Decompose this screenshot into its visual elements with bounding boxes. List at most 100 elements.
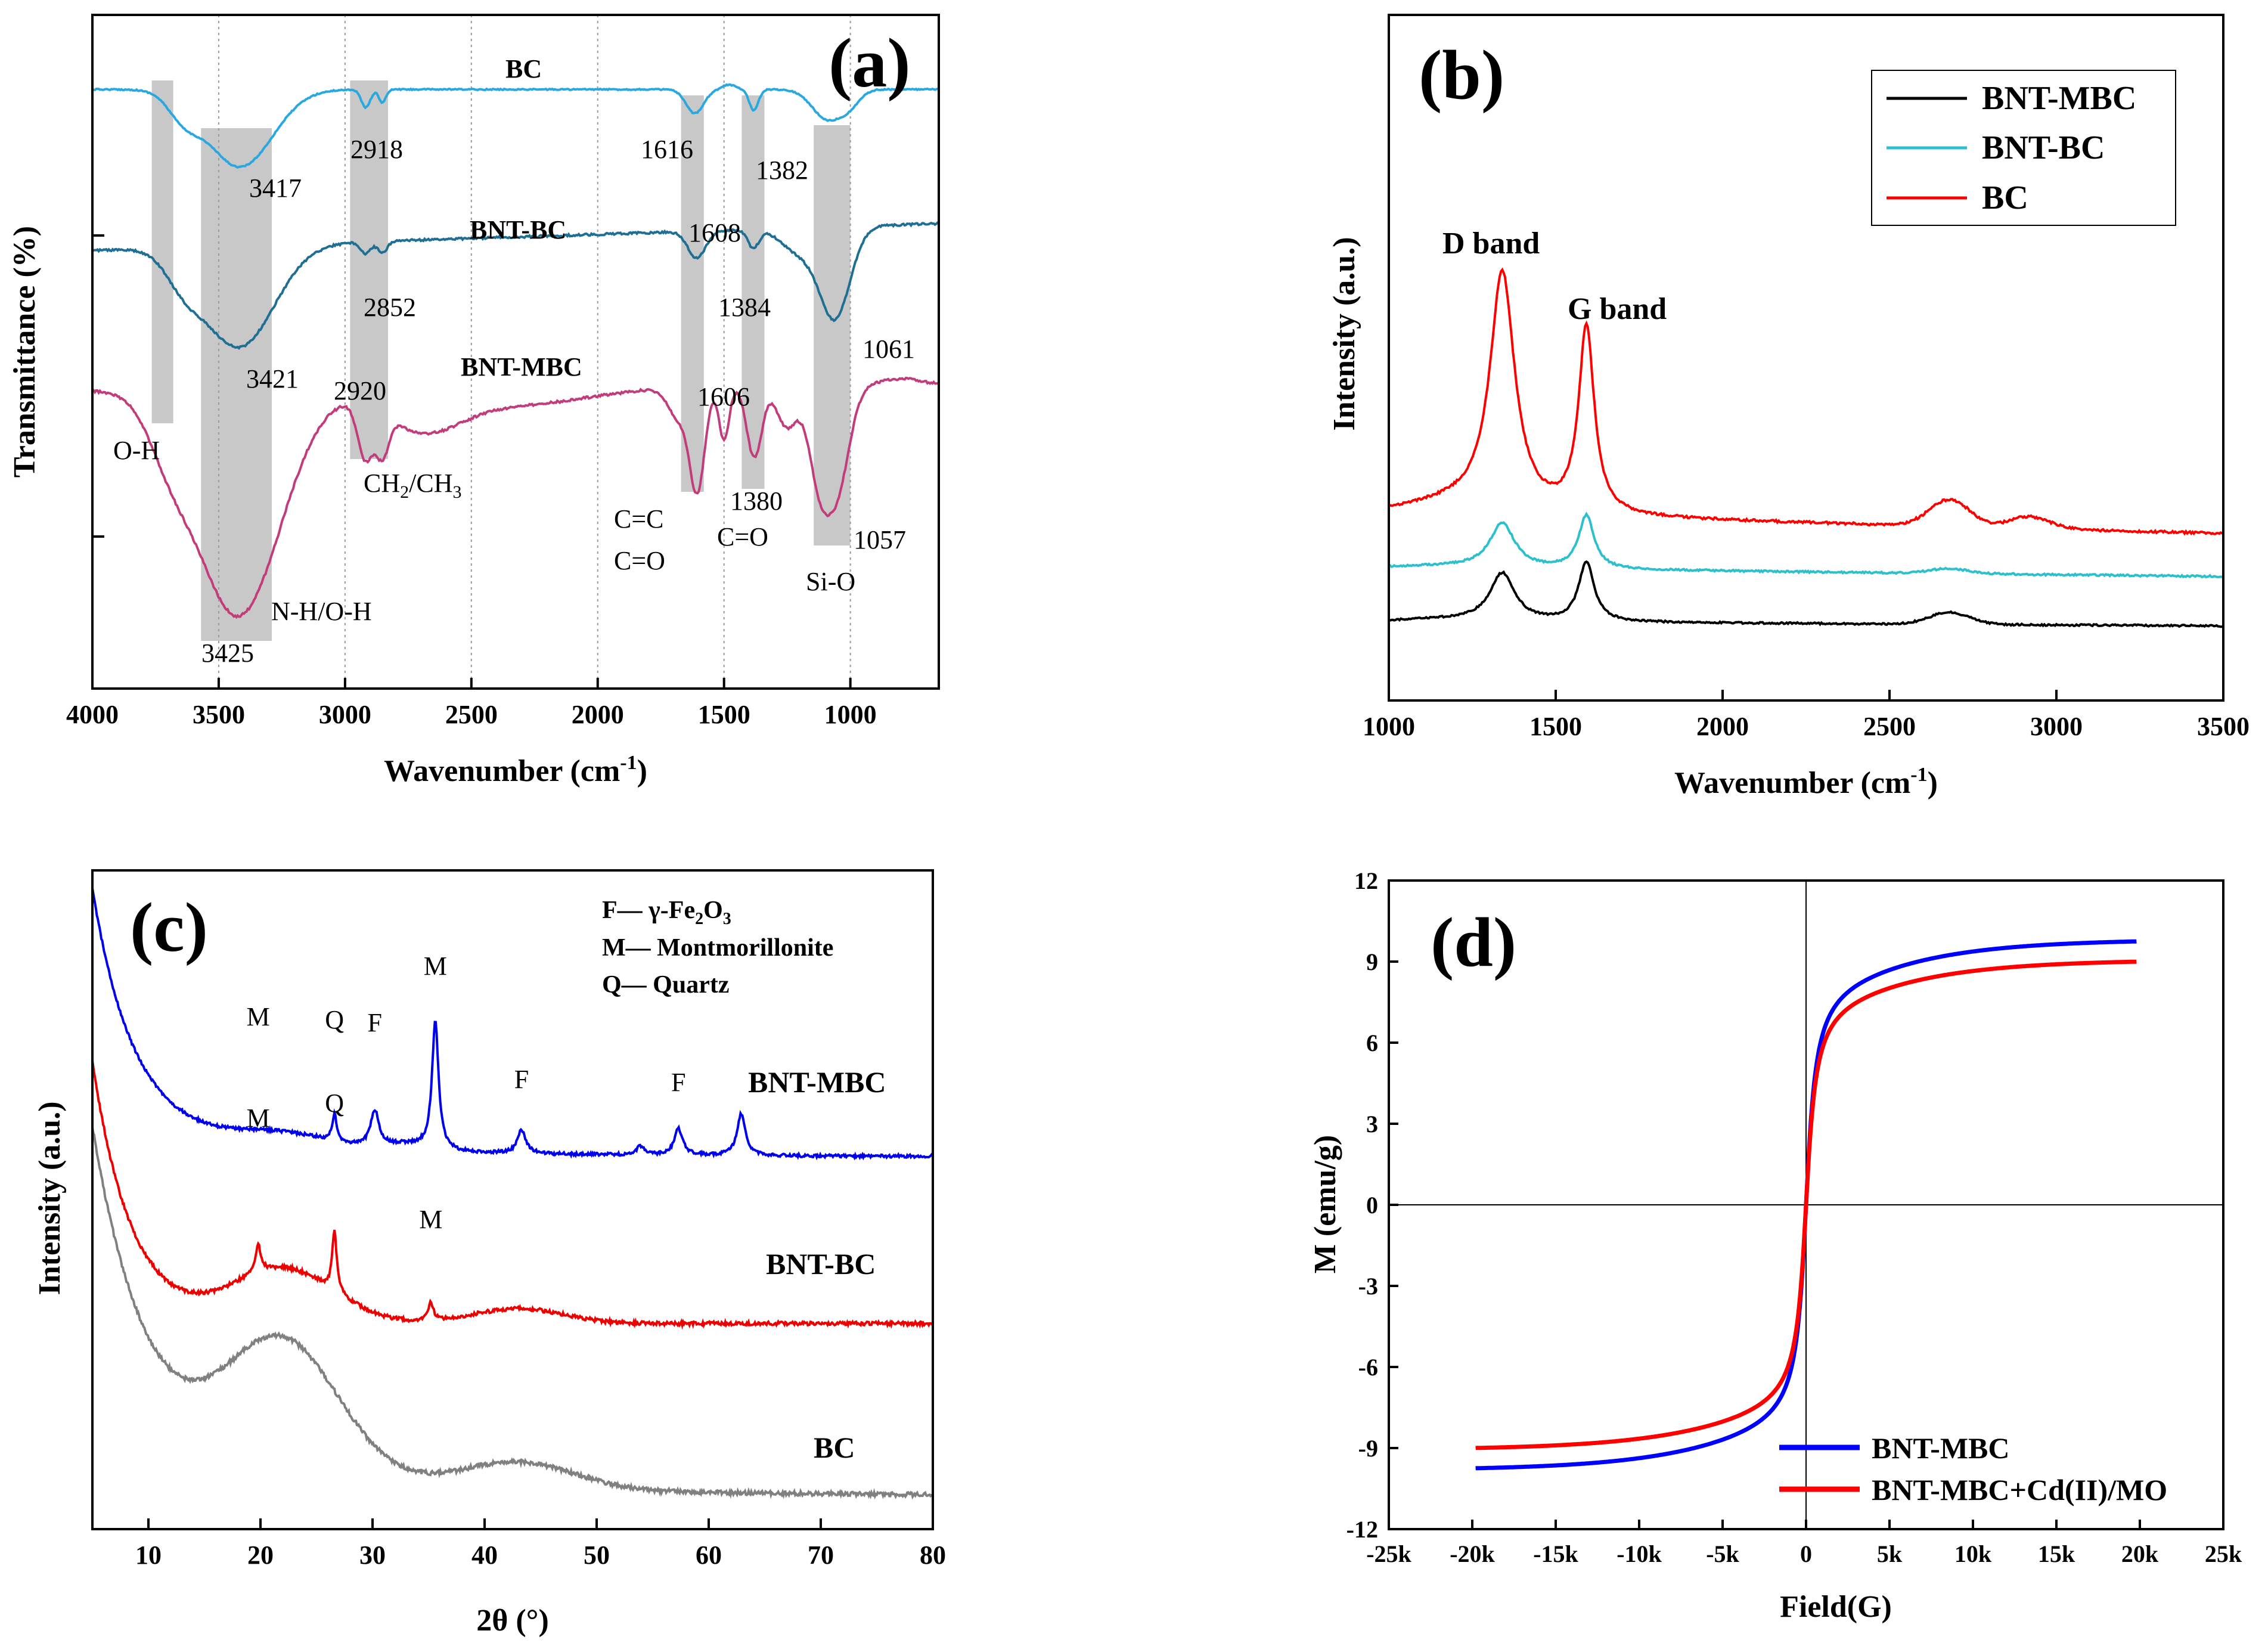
a-series-lines	[91, 83, 939, 619]
c-x-tick-label: 20	[247, 1540, 274, 1570]
c-peak-label: F	[671, 1068, 685, 1097]
a-series-line-bc	[91, 83, 939, 169]
b-legend-label-bc: BC	[1982, 179, 2028, 216]
a-annotation-oh: O-H	[113, 436, 160, 465]
a-annotation-nhoh: N-H/O-H	[271, 597, 372, 626]
c-series-line-bc	[91, 1127, 933, 1500]
c-series-label-bnt-bc: BNT-BC	[766, 1247, 876, 1281]
a-series-label-bnt-mbc: BNT-MBC	[461, 352, 582, 382]
a-band-6	[814, 125, 851, 545]
c-peak-label: F	[514, 1065, 529, 1094]
d-y-axis-label: M (emu/g)	[1308, 1135, 1342, 1273]
c-series-line-bnt-bc	[91, 1060, 933, 1330]
a-x-tick-label: 1000	[824, 700, 877, 729]
d-panel-label: (d)	[1431, 903, 1516, 981]
d-legend: BNT-MBC BNT-MBC+Cd(II)/MO	[1779, 1431, 2167, 1506]
a-band-3	[350, 80, 388, 459]
a-peak-label: 3421	[246, 364, 299, 393]
d-y-tick-label: -9	[1358, 1435, 1378, 1462]
d-x-tick-label: -15k	[1533, 1540, 1578, 1567]
a-y-axis-label: Transmittance (%)	[8, 226, 42, 478]
d-x-tick-label: 15k	[2038, 1540, 2075, 1567]
b-x-tick-label: 1500	[1529, 712, 1582, 741]
c-peak-label: M	[247, 1002, 270, 1031]
d-x-tick-label: 20k	[2121, 1540, 2159, 1567]
a-peak-label: 1382	[756, 156, 808, 185]
a-series-label-bnt-bc: BNT-BC	[470, 215, 566, 244]
a-x-tick-label: 3500	[193, 700, 245, 729]
c-legend-q: Q— Quartz	[602, 971, 729, 999]
d-y-tick-label: 12	[1354, 867, 1378, 894]
b-x-tick-label: 3500	[2197, 712, 2250, 741]
a-annotation-cc: C=C	[614, 504, 664, 534]
d-x-tick-label: -5k	[1706, 1540, 1739, 1567]
d-y-tick-label: 6	[1366, 1030, 1378, 1056]
c-ticks: 10 20 30 40 50 60 70 80	[135, 1518, 946, 1570]
d-y-tick-label: 0	[1366, 1192, 1378, 1219]
c-series-label-bnt-mbc: BNT-MBC	[748, 1065, 886, 1099]
a-band-2	[201, 128, 272, 641]
d-y-tick-label: 3	[1366, 1111, 1378, 1137]
a-x-tick-label: 3000	[319, 700, 371, 729]
c-phase-legend: F— γ-Fe2O3 M— Montmorillonite Q— Quartz	[602, 897, 833, 999]
panel-d: -25k -20k -15k -10k -5k 0 5k 10k 15k 20k 25k 12 9 6 3 0…	[1308, 867, 2242, 1624]
a-peak-label: 1616	[641, 135, 693, 164]
b-annotation-d-band: D band	[1442, 227, 1540, 261]
a-peak-label: 3425	[201, 638, 254, 668]
panel-c: 10 20 30 40 50 60 70 80 (c) F— γ-Fe2O3 M— Montm…	[33, 869, 946, 1638]
d-x-tick-label: 25k	[2205, 1540, 2242, 1567]
a-x-axis-label: Wavenumber (cm-1)	[384, 752, 647, 788]
c-x-tick-label: 80	[920, 1540, 946, 1570]
d-y-tick-label: 9	[1366, 948, 1378, 975]
c-peak-label: F	[368, 1008, 382, 1037]
c-x-tick-label: 10	[135, 1540, 162, 1570]
b-plot-frame	[1388, 14, 2224, 702]
b-y-axis-label: Intensity (a.u.)	[1327, 237, 1361, 430]
b-x-tick-label: 1000	[1363, 712, 1415, 741]
a-band-1	[151, 80, 173, 423]
b-x-tick-label: 2500	[1863, 712, 1916, 741]
d-x-axis-label: Field(G)	[1780, 1590, 1892, 1624]
c-x-tick-label: 50	[584, 1540, 610, 1570]
a-annotation-co: C=O	[614, 546, 665, 575]
c-legend-f: F— γ-Fe2O3	[602, 897, 731, 928]
b-legend-label-bnt-bc: BNT-BC	[1982, 129, 2105, 166]
d-y-tick-label: -12	[1346, 1516, 1378, 1543]
a-x-tick-label: 2500	[445, 700, 498, 729]
c-series-line-bnt-mbc	[91, 888, 933, 1161]
d-ticks: -25k -20k -15k -10k -5k 0 5k 10k 15k 20k 25k 12 9 6 3 0…	[1346, 867, 2242, 1567]
d-legend-label-bnt-mbc-cdmo: BNT-MBC+Cd(II)/MO	[1872, 1473, 2167, 1506]
a-plot-frame	[91, 14, 940, 690]
a-peak-label: 1608	[688, 218, 741, 247]
c-x-axis-label: 2θ (°)	[476, 1604, 549, 1638]
c-series-label-bc: BC	[814, 1431, 855, 1464]
a-shaded-bands	[151, 80, 851, 641]
d-x-tick-label: 0	[1800, 1540, 1812, 1567]
b-legend-label-bnt-mbc: BNT-MBC	[1982, 80, 2136, 117]
d-series-line-bnt-mbc-cdmo	[1475, 959, 2137, 1450]
d-series-lines	[1475, 939, 2137, 1471]
c-x-tick-label: 60	[696, 1540, 722, 1570]
a-x-tick-label: 2000	[572, 700, 624, 729]
c-peak-label: M	[247, 1103, 270, 1133]
d-legend-label-bnt-mbc: BNT-MBC	[1872, 1431, 2010, 1465]
b-panel-label: (b)	[1419, 36, 1504, 114]
panel-b: 1000 1500 2000 2500 3000 3500 (b) BNT-MBC BNT…	[1327, 14, 2250, 800]
b-x-tick-label: 3000	[2030, 712, 2083, 741]
b-annotation-g-band: G band	[1568, 292, 1667, 326]
a-band-4	[681, 95, 704, 492]
c-plot-frame	[91, 869, 934, 1530]
d-x-tick-label: -10k	[1617, 1540, 1662, 1567]
c-legend-m: M— Montmorillonite	[602, 934, 833, 962]
d-x-tick-label: -25k	[1366, 1540, 1411, 1567]
a-series-line-bnt-bc	[92, 221, 939, 350]
b-legend: BNT-MBC BNT-BC BC	[1871, 70, 2176, 226]
a-annotation-sio: Si-O	[806, 567, 855, 596]
c-x-tick-label: 40	[471, 1540, 498, 1570]
c-peak-label: Q	[325, 1005, 344, 1034]
a-x-tick-label: 4000	[66, 700, 119, 729]
c-peak-label: M	[424, 951, 447, 981]
b-series-line-bc	[1388, 267, 2224, 536]
